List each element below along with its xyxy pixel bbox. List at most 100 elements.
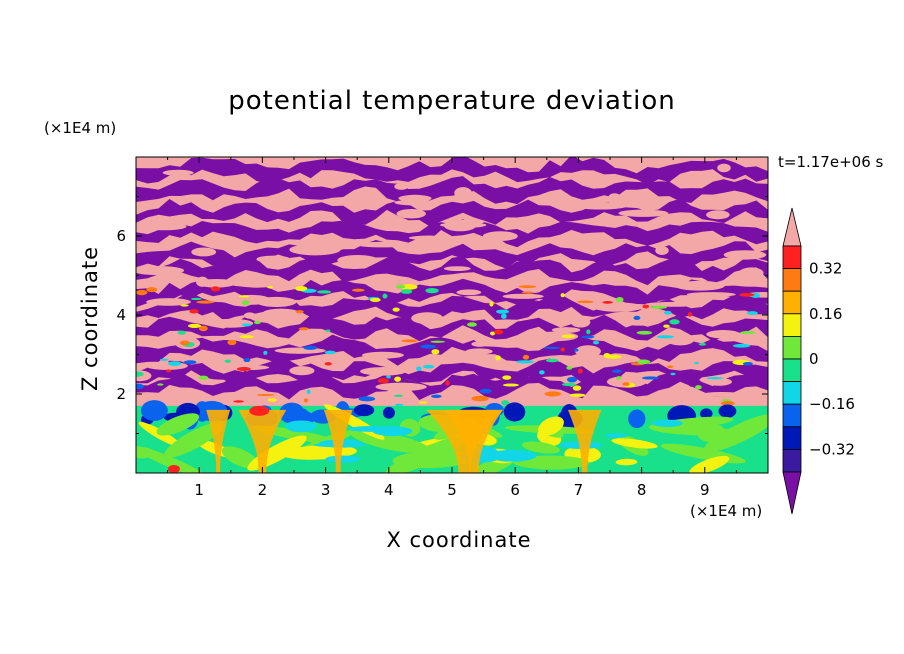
filament (577, 300, 594, 304)
filament (267, 286, 273, 289)
filament (496, 309, 509, 314)
filament (267, 398, 278, 402)
blue-eddy (700, 408, 713, 419)
filament (253, 320, 261, 325)
filament (611, 369, 622, 374)
filament (698, 342, 707, 346)
field-content (136, 157, 768, 473)
filament (566, 376, 578, 383)
plume-band (538, 416, 564, 436)
x-tick-label: 3 (321, 481, 331, 499)
x-tick-label: 7 (574, 481, 584, 499)
filament (518, 285, 537, 289)
purple-streak (136, 334, 768, 366)
filament (177, 330, 187, 335)
plume-band (689, 455, 730, 473)
filament (430, 340, 446, 343)
filament (656, 335, 674, 339)
x-tick-label: 2 (258, 481, 268, 499)
pink-patch (191, 247, 217, 257)
plume-band (221, 446, 259, 469)
pink-patch (408, 235, 449, 241)
x-tick-label: 6 (510, 481, 520, 499)
thermal-plume (567, 409, 602, 473)
filament (238, 295, 250, 298)
filament (324, 362, 332, 366)
pink-patch (398, 194, 432, 202)
filament (560, 293, 565, 298)
pink-patch (207, 318, 254, 328)
filament (136, 383, 145, 389)
filament (256, 393, 275, 397)
blue-eddy (503, 402, 526, 422)
pink-patch (136, 266, 185, 276)
filament (370, 297, 381, 303)
y-tick-label: 4 (116, 306, 126, 324)
pink-patch (163, 390, 207, 399)
colorbar: 0.32 0.16 0 −0.16 −0.32 (782, 207, 855, 515)
pink-patch (162, 169, 194, 176)
purple-streak (136, 370, 768, 400)
filament (351, 288, 365, 292)
pink-patch (146, 298, 191, 306)
filament (732, 343, 751, 348)
filament (166, 369, 172, 373)
pink-patch (396, 209, 427, 219)
pink-patch (355, 241, 412, 248)
filament (633, 315, 641, 320)
pink-patch (706, 377, 732, 386)
filament (479, 388, 492, 394)
plume-band (392, 450, 474, 469)
filament (394, 376, 402, 382)
filament (592, 340, 600, 345)
filament (490, 331, 496, 336)
filament (243, 358, 251, 363)
red-patch (249, 405, 270, 416)
pink-patch (337, 254, 379, 266)
filament (586, 329, 591, 335)
filament (622, 382, 630, 387)
filament (395, 403, 404, 406)
plume-band (136, 447, 154, 459)
colorbar-tick-label: 0 (809, 350, 819, 368)
pink-patch (394, 183, 409, 190)
pink-patch (530, 331, 579, 342)
filament (400, 289, 413, 294)
filament (544, 391, 562, 397)
pink-patch (723, 250, 767, 260)
colorbar-segment (782, 268, 802, 292)
colorbar-bottom-arrow (782, 471, 802, 515)
y-axis-unit: (×1E4 m) (44, 119, 117, 137)
pink-patch (456, 289, 482, 296)
cyan-band (604, 433, 629, 438)
filament (136, 289, 148, 296)
filament (146, 287, 158, 293)
filament (180, 304, 189, 307)
cyan-band (652, 419, 683, 427)
filament (298, 327, 309, 331)
cyan-band (325, 455, 361, 463)
filament (395, 284, 406, 289)
filament (425, 288, 439, 294)
plume-band (164, 422, 223, 458)
colorbar-segment (782, 245, 802, 270)
filament (393, 394, 403, 398)
cyan-band (487, 449, 537, 462)
colorbar-segment (782, 290, 802, 315)
filament (502, 375, 512, 380)
pink-patch (671, 238, 691, 247)
purple-streak (136, 219, 768, 248)
filament (227, 339, 237, 346)
filament (667, 365, 674, 368)
filament (720, 399, 732, 402)
pink-patch (465, 348, 493, 355)
thermal-plume (445, 409, 503, 473)
filament (401, 339, 418, 343)
filament (467, 322, 477, 327)
x-tick-label: 5 (447, 481, 457, 499)
filament (303, 345, 318, 350)
filament (577, 368, 583, 374)
colorbar-segment (782, 403, 802, 428)
time-label: t=1.17e+06 s (778, 153, 884, 171)
filament (418, 401, 428, 404)
